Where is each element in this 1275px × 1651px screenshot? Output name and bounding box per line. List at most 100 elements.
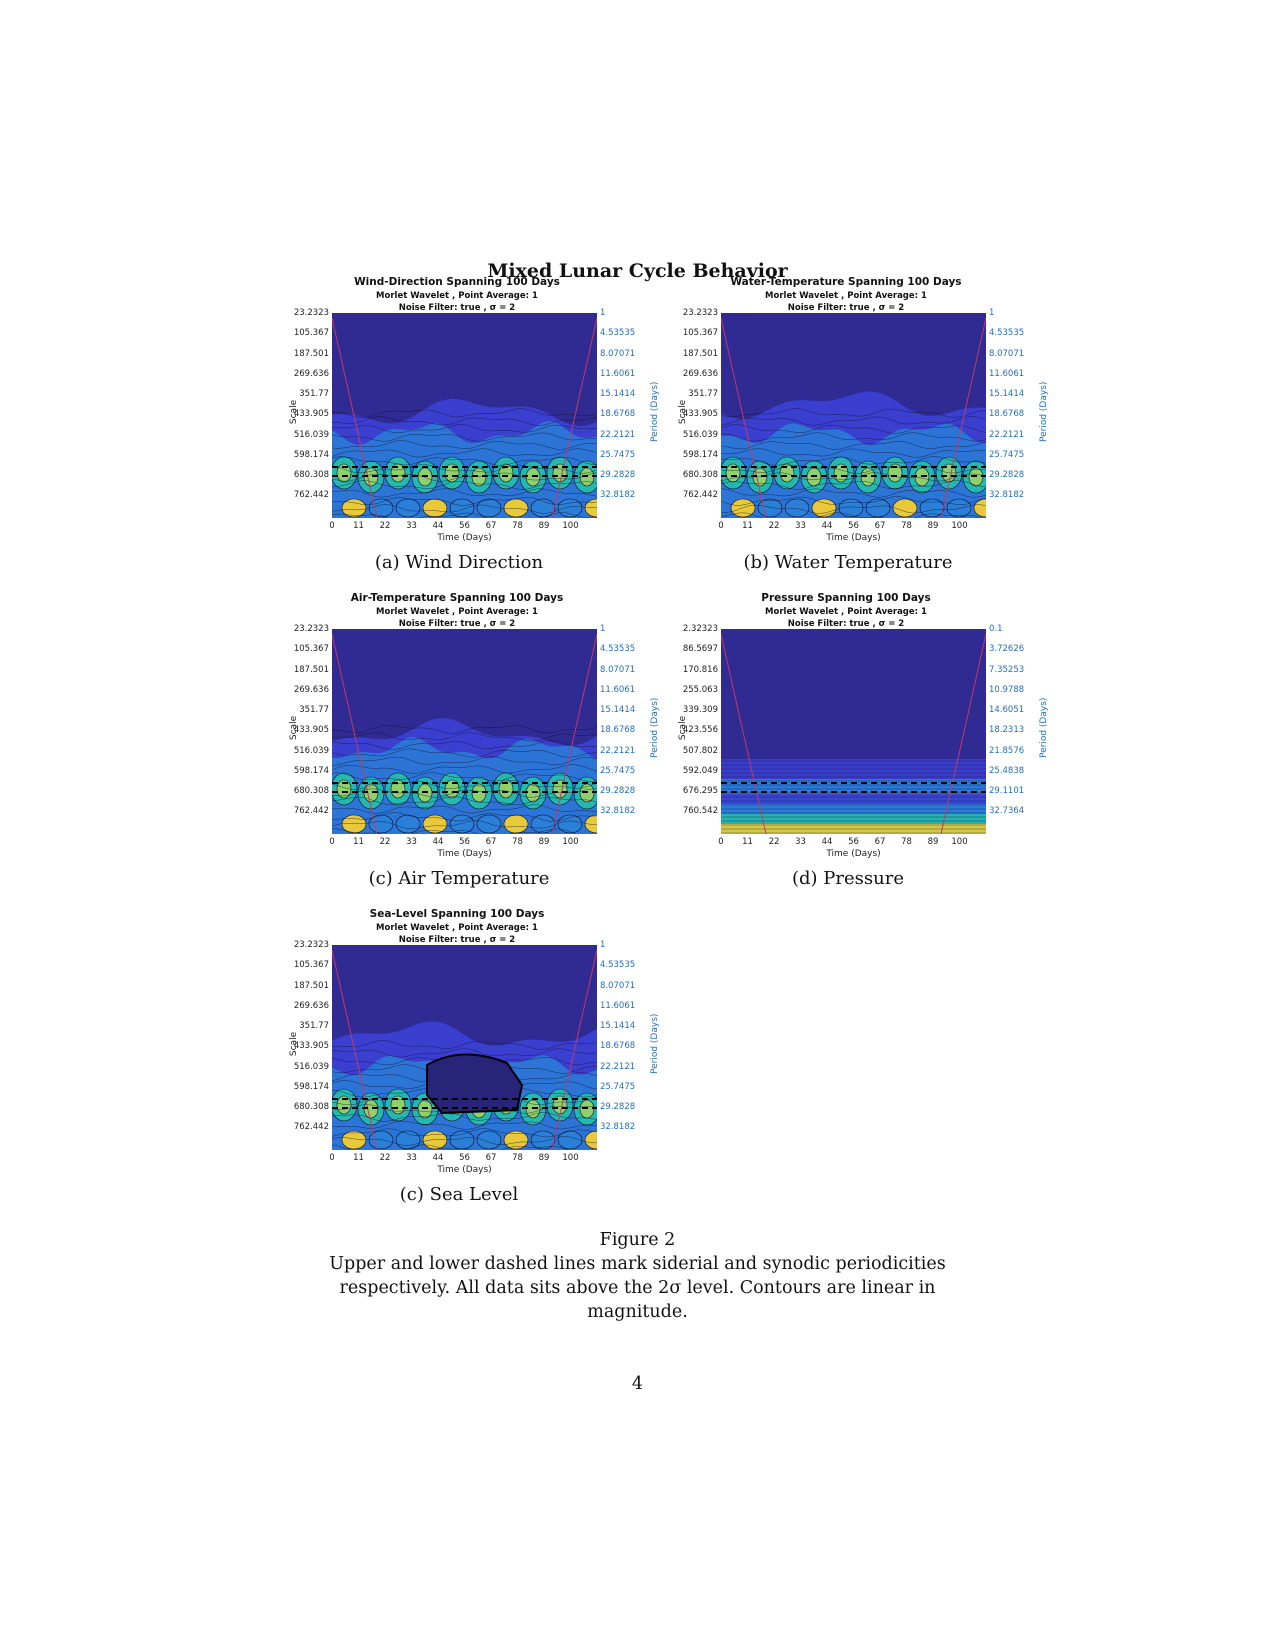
scale-tick: 680.308: [682, 470, 718, 480]
scale-tick: 105.367: [293, 644, 329, 655]
period-tick: 1: [600, 308, 606, 318]
panel-title: Pressure Spanning 100 Days: [761, 592, 931, 604]
time-tick: 100: [951, 837, 968, 847]
period-tick: 25.7475: [600, 449, 636, 460]
wavelet-power-map: [721, 317, 986, 518]
time-tick: 56: [459, 1153, 470, 1163]
contour-line: [721, 441, 986, 450]
power-peak: [865, 498, 891, 518]
period-tick: 11.6061: [600, 368, 636, 379]
panel-subtitle: Noise Filter: true , σ = 2: [398, 619, 516, 629]
cone-of-influence: [332, 949, 378, 1150]
period-axis-label: Period (Days): [650, 697, 660, 758]
time-tick: 0: [329, 1153, 335, 1163]
scale-tick: 23.2323: [293, 624, 329, 634]
caption-sea-level: (c) Sea Level: [399, 1184, 519, 1205]
scale-tick: 762.442: [682, 490, 718, 501]
x-axis-label: Time (Days): [826, 849, 881, 859]
period-tick: 29.2828: [600, 786, 636, 796]
panel-subtitle: Morlet Wavelet , Point Average: 1: [376, 291, 538, 301]
caption-pressure: (d) Pressure: [792, 868, 904, 889]
time-tick: 56: [848, 837, 859, 847]
period-tick: 32.8182: [600, 806, 636, 817]
scale-tick: 433.905: [293, 1041, 329, 1052]
power-peak: [498, 779, 514, 799]
cone-of-influence: [332, 317, 378, 518]
power-peak: [833, 463, 849, 483]
panel-subtitle: Morlet Wavelet , Point Average: 1: [765, 607, 927, 617]
contour-line: [332, 772, 597, 782]
period-axis-label: Period (Days): [1039, 381, 1049, 442]
contour-line: [332, 1120, 597, 1130]
period-tick: 22.2121: [989, 429, 1025, 440]
scale-tick: 2.32323: [682, 624, 718, 634]
period-tick: 11.6061: [600, 684, 636, 695]
time-tick: 78: [512, 521, 523, 531]
period-tick: 8.07071: [600, 348, 636, 359]
panel-wind-direction: Wind-Direction Spanning 100 Days Morlet W…: [287, 276, 667, 556]
caption-wind-direction: (a) Wind Direction: [374, 552, 544, 573]
period-tick: 0.1: [989, 624, 1003, 634]
scale-tick: 516.039: [682, 429, 718, 440]
power-peak: [584, 814, 597, 834]
period-tick: 29.2828: [600, 1102, 636, 1112]
scale-tick: 598.174: [293, 1081, 329, 1092]
contour-line: [332, 1112, 597, 1122]
period-tick: 18.6768: [600, 1041, 636, 1052]
contour-line: [332, 1048, 597, 1058]
scale-tick: 187.501: [293, 980, 329, 991]
panel-subtitle: Morlet Wavelet , Point Average: 1: [376, 607, 538, 617]
scale-tick: 680.308: [293, 470, 329, 480]
figure-caption-line2: respectively. All data sits above the 2σ…: [339, 1278, 936, 1298]
time-tick: 78: [512, 837, 523, 847]
wavelet-power-map: [721, 633, 986, 834]
x-axis-label: Time (Days): [437, 533, 492, 543]
x-axis-label: Time (Days): [826, 533, 881, 543]
figure-label: Figure 2: [599, 1230, 676, 1250]
scale-tick: 676.295: [682, 786, 718, 796]
panel-title: Water-Temperature Spanning 100 Days: [730, 276, 962, 288]
time-tick: 44: [432, 837, 444, 847]
power-peak: [503, 1130, 529, 1150]
power-peak: [530, 814, 556, 834]
y-axis-label: Scale: [289, 715, 299, 741]
panel-title: Wind-Direction Spanning 100 Days: [354, 276, 560, 288]
contour-line: [332, 788, 597, 798]
scale-tick: 351.77: [299, 705, 329, 715]
period-tick: 22.2121: [600, 745, 636, 756]
period-tick: 8.07071: [989, 348, 1025, 359]
time-tick: 22: [768, 521, 780, 531]
power-peak: [422, 814, 448, 834]
time-tick: 56: [459, 837, 470, 847]
period-tick: 29.2828: [989, 470, 1025, 480]
contour-line: [332, 780, 597, 790]
time-tick: 100: [562, 1153, 579, 1163]
scale-tick: 23.2323: [293, 308, 329, 318]
contour-line: [332, 804, 597, 814]
figure-caption: Figure 2 Upper and lower dashed lines ma…: [290, 1228, 985, 1324]
y-axis-label: Scale: [678, 715, 688, 741]
power-peak: [476, 1130, 502, 1150]
contour-line: [721, 504, 986, 514]
scale-tick: 516.039: [293, 429, 329, 440]
contour-line: [332, 740, 597, 750]
panel-subtitle: Noise Filter: true , σ = 2: [787, 619, 905, 629]
period-tick: 32.8182: [600, 1122, 636, 1133]
contour-line: [721, 416, 986, 426]
panel-subtitle: Noise Filter: true , σ = 2: [398, 303, 516, 313]
scale-tick: 351.77: [299, 389, 329, 399]
power-peak: [503, 498, 529, 518]
contour-line: [721, 480, 986, 490]
time-tick: 11: [742, 837, 753, 847]
scale-tick: 269.636: [682, 368, 718, 379]
period-tick: 8.07071: [600, 980, 636, 991]
period-tick: 14.6051: [989, 705, 1025, 715]
power-peak: [449, 498, 475, 518]
time-tick: 22: [768, 837, 780, 847]
caption-water-temperature: (b) Water Temperature: [743, 552, 953, 573]
contour-line: [332, 1136, 597, 1146]
time-tick: 33: [795, 837, 806, 847]
contour-line: [332, 748, 597, 758]
contour-line: [332, 456, 597, 466]
period-tick: 32.8182: [600, 490, 636, 501]
